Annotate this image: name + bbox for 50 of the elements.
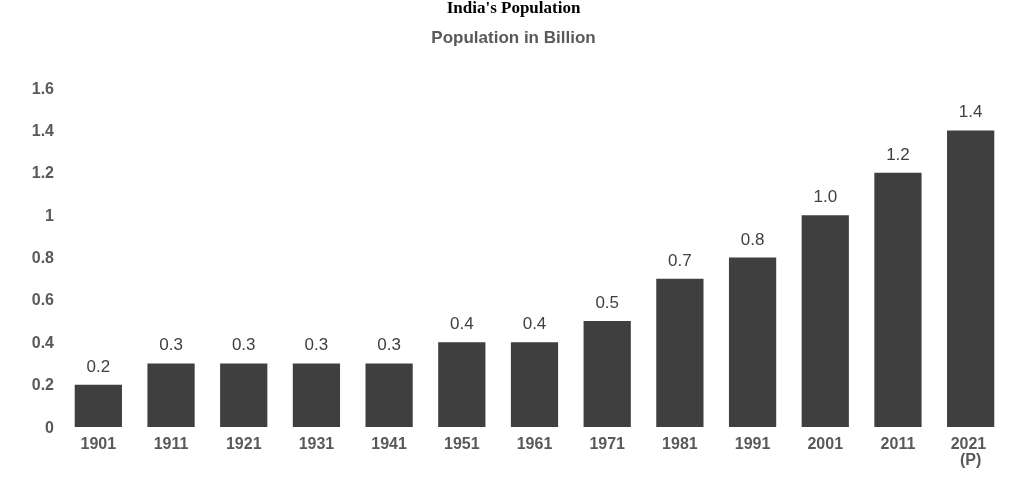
data-label: 0.3: [159, 335, 183, 355]
y-tick-label: 1.4: [31, 121, 55, 139]
bar: [728, 257, 777, 427]
data-label: 0.4: [449, 314, 474, 334]
x-tick-label: 1961: [516, 434, 553, 452]
x-tick-label: 1951: [444, 434, 480, 452]
bar: [656, 278, 704, 427]
y-tick-label: 0.2: [31, 376, 55, 394]
data-label: 1.4: [958, 102, 983, 122]
bar: [74, 384, 122, 427]
x-tick-label: 1941: [371, 434, 408, 452]
x-tick-label: 2021 (P): [950, 434, 991, 468]
y-tick-label: 0: [45, 418, 55, 436]
x-tick-label: 1911: [153, 434, 189, 452]
chart-subtitle: Population in Billion: [431, 28, 596, 47]
x-tick-label: 1971: [589, 434, 626, 452]
bar: [292, 363, 341, 427]
x-tick-label: 1901: [80, 434, 117, 452]
bar: [801, 215, 849, 427]
x-tick-label: 1921: [225, 434, 262, 452]
x-tick-label: 1991: [734, 434, 771, 452]
y-tick-label: 0.6: [31, 291, 55, 309]
x-tick-label: 1931: [298, 434, 335, 452]
data-label: 0.4: [522, 314, 547, 334]
bar: [583, 321, 631, 427]
bar: [147, 363, 195, 427]
x-tick-label: 1981: [662, 434, 698, 452]
data-label: 0.8: [740, 229, 765, 249]
data-label: 0.5: [595, 293, 620, 313]
chart-title: India's Population: [446, 0, 581, 17]
y-tick-label: 0.4: [31, 333, 55, 351]
bar: [438, 342, 486, 427]
bar: [947, 130, 995, 427]
x-tick-label: 2001: [807, 434, 844, 452]
data-label: 0.3: [377, 335, 401, 355]
data-label: 0.3: [304, 335, 329, 355]
y-tick-label: 1.2: [31, 164, 55, 182]
bar: [874, 172, 922, 427]
bar: [510, 342, 559, 427]
x-tick-label: 2011: [880, 434, 916, 452]
data-label: 0.3: [231, 335, 256, 355]
bar: [220, 363, 268, 427]
data-label: 0.7: [668, 250, 692, 270]
y-tick-label: 1: [45, 206, 55, 224]
data-label: 1.0: [813, 187, 838, 207]
data-label: 0.2: [86, 356, 111, 376]
y-tick-label: 0.8: [31, 249, 55, 266]
data-label: 1.2: [886, 144, 910, 164]
bar: [365, 363, 413, 427]
y-tick-label: 1.6: [31, 79, 55, 97]
